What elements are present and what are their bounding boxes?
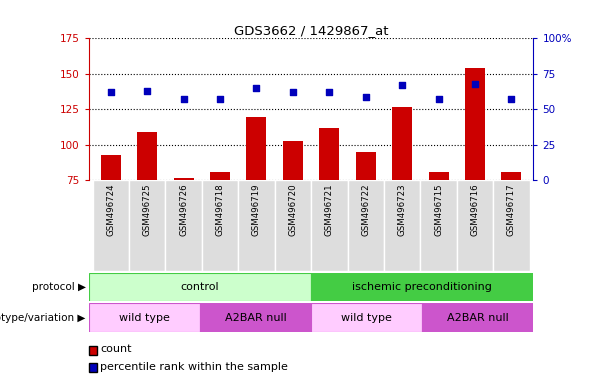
Text: GSM496725: GSM496725 — [143, 183, 151, 236]
Point — [506, 96, 516, 103]
Text: GSM496724: GSM496724 — [106, 183, 115, 236]
Bar — [428, 172, 449, 180]
Point — [215, 96, 225, 103]
Text: percentile rank within the sample: percentile rank within the sample — [100, 362, 287, 372]
Text: ischemic preconditioning: ischemic preconditioning — [352, 282, 492, 292]
Bar — [283, 141, 303, 180]
FancyBboxPatch shape — [275, 180, 311, 271]
Text: protocol ▶: protocol ▶ — [32, 282, 86, 292]
Text: GSM496720: GSM496720 — [288, 183, 297, 236]
Title: GDS3662 / 1429867_at: GDS3662 / 1429867_at — [234, 24, 389, 37]
FancyBboxPatch shape — [200, 303, 311, 332]
Text: wild type: wild type — [341, 313, 392, 323]
Point — [397, 82, 407, 88]
FancyBboxPatch shape — [421, 180, 457, 271]
Text: GSM496726: GSM496726 — [179, 183, 188, 236]
FancyBboxPatch shape — [422, 303, 533, 332]
FancyBboxPatch shape — [89, 273, 311, 301]
FancyBboxPatch shape — [493, 180, 530, 271]
FancyBboxPatch shape — [311, 303, 422, 332]
FancyBboxPatch shape — [457, 180, 493, 271]
Point — [433, 96, 443, 103]
Point — [142, 88, 152, 94]
Text: control: control — [181, 282, 219, 292]
FancyBboxPatch shape — [129, 180, 166, 271]
Bar — [392, 107, 412, 180]
Bar — [173, 178, 194, 180]
Bar — [356, 152, 376, 180]
Text: GSM496723: GSM496723 — [398, 183, 406, 236]
Text: GSM496722: GSM496722 — [361, 183, 370, 236]
Point — [324, 89, 334, 96]
Point — [361, 94, 371, 100]
Point — [251, 85, 261, 91]
Bar — [101, 155, 121, 180]
Text: GSM496719: GSM496719 — [252, 183, 261, 236]
Point — [179, 96, 189, 103]
FancyBboxPatch shape — [311, 273, 533, 301]
Text: GSM496721: GSM496721 — [325, 183, 334, 236]
Bar — [210, 172, 230, 180]
FancyBboxPatch shape — [89, 303, 200, 332]
FancyBboxPatch shape — [166, 180, 202, 271]
FancyBboxPatch shape — [238, 180, 275, 271]
Bar — [319, 128, 340, 180]
FancyBboxPatch shape — [93, 180, 129, 271]
Bar — [465, 68, 485, 180]
Text: GSM496715: GSM496715 — [434, 183, 443, 236]
Text: wild type: wild type — [119, 313, 170, 323]
FancyBboxPatch shape — [311, 180, 348, 271]
Text: GSM496718: GSM496718 — [216, 183, 224, 236]
Bar — [137, 132, 157, 180]
Text: genotype/variation ▶: genotype/variation ▶ — [0, 313, 86, 323]
FancyBboxPatch shape — [348, 180, 384, 271]
Text: GSM496716: GSM496716 — [471, 183, 479, 236]
Text: GSM496717: GSM496717 — [507, 183, 516, 236]
Text: A2BAR null: A2BAR null — [225, 313, 286, 323]
Point — [106, 89, 116, 96]
FancyBboxPatch shape — [202, 180, 238, 271]
Point — [470, 81, 480, 87]
Point — [288, 89, 298, 96]
Bar — [501, 172, 522, 180]
Bar — [246, 117, 267, 180]
FancyBboxPatch shape — [384, 180, 421, 271]
Text: count: count — [100, 344, 131, 354]
Text: A2BAR null: A2BAR null — [447, 313, 509, 323]
